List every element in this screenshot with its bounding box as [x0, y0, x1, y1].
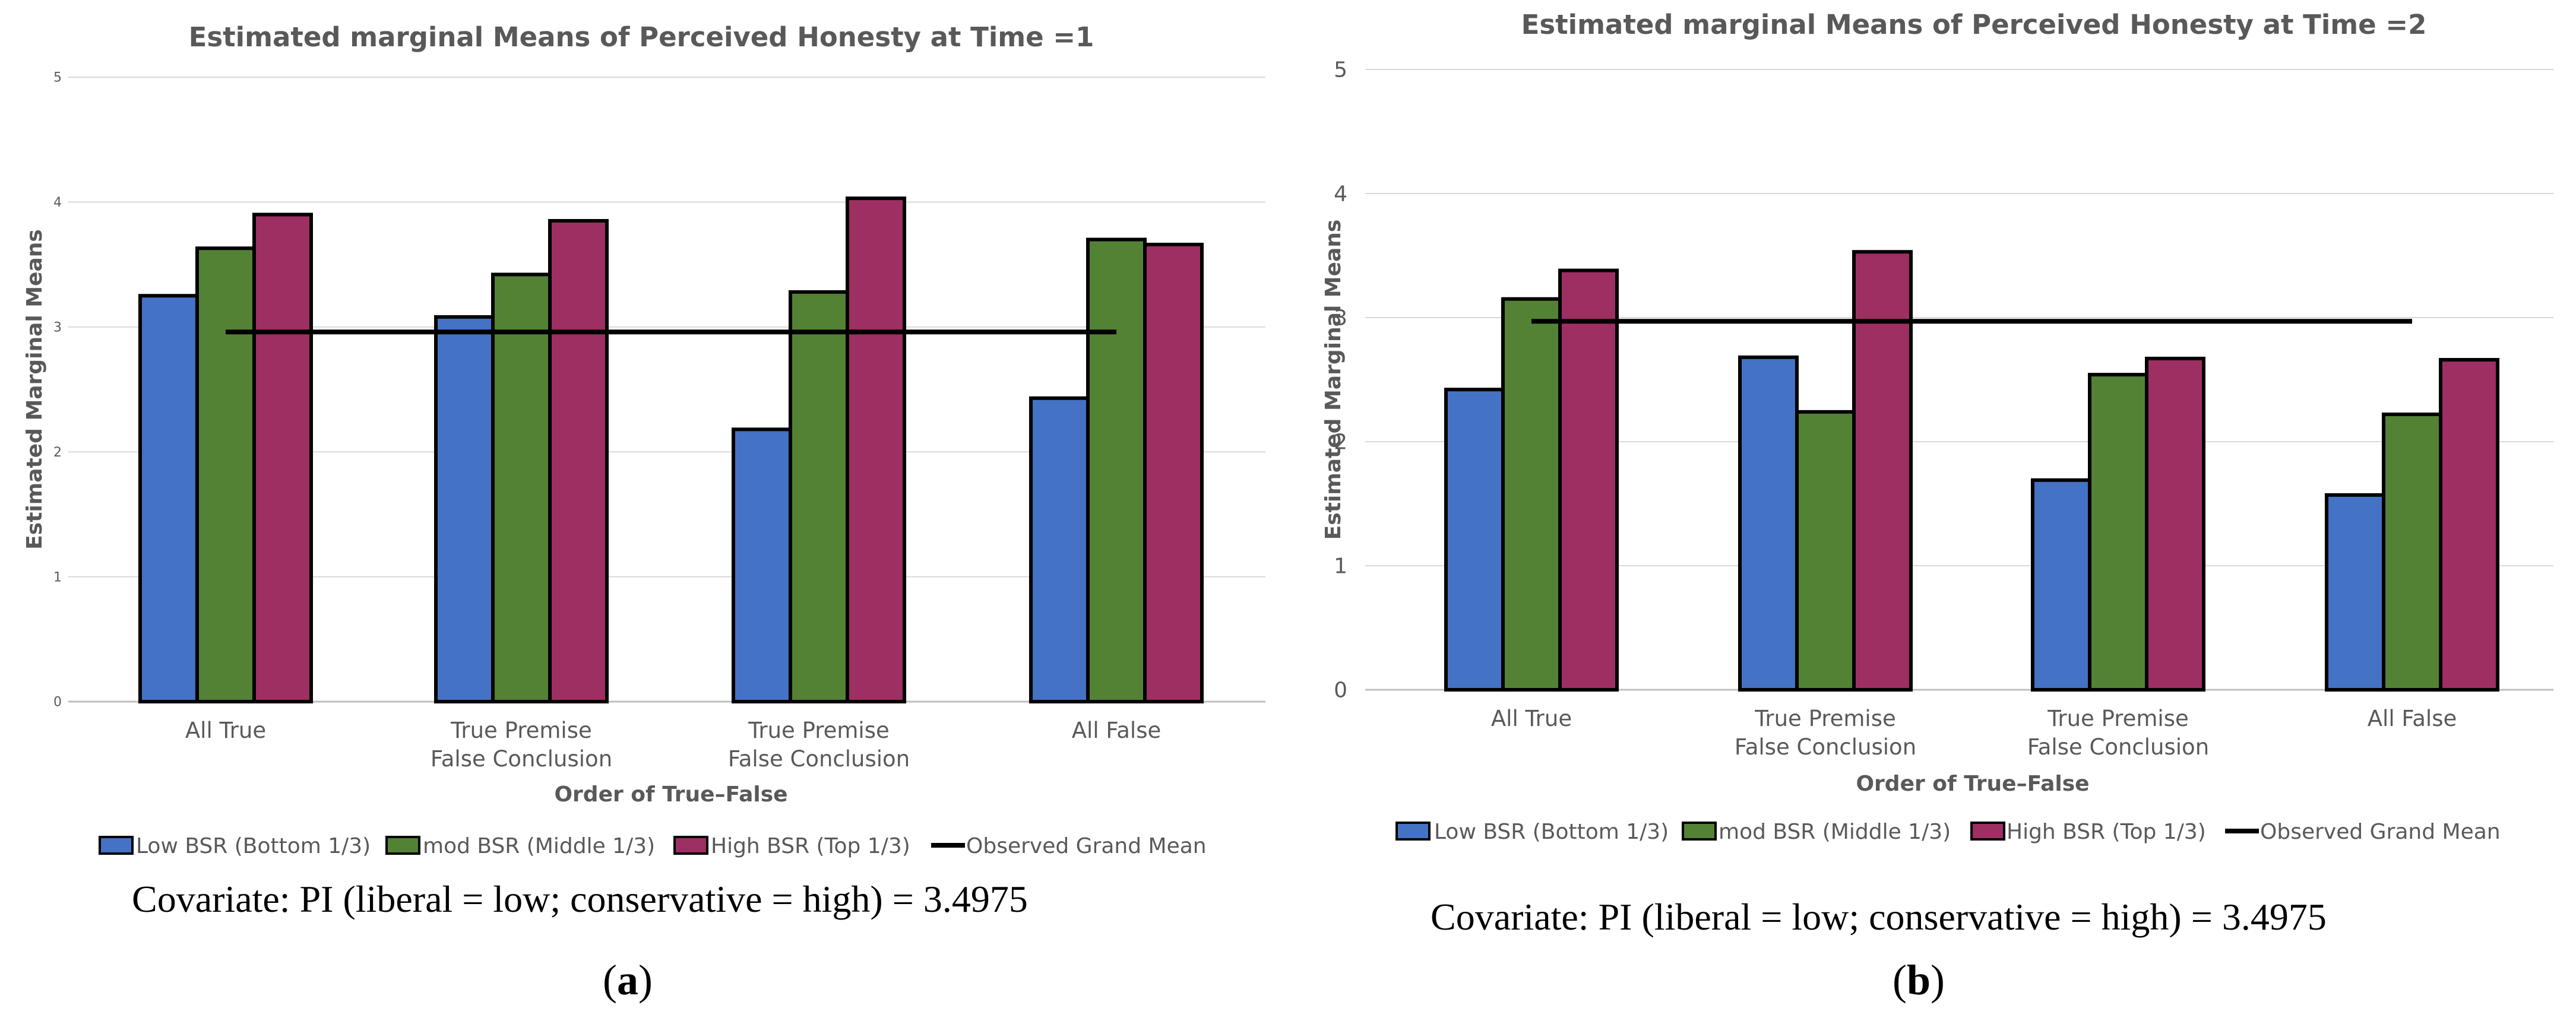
bar	[1444, 388, 1505, 692]
category-label: True Premise	[2047, 706, 2189, 731]
category-label: False Conclusion	[2027, 734, 2209, 760]
legend-swatch	[385, 836, 420, 855]
bar	[1086, 237, 1147, 703]
bar	[2325, 493, 2385, 692]
bar	[2088, 373, 2148, 692]
y-tick-label: 4	[53, 195, 62, 210]
category-label: All True	[185, 718, 266, 743]
panel-letter-b: b	[1906, 956, 1931, 1004]
y-tick-label: 0	[1334, 678, 1347, 703]
legend-swatch	[1682, 822, 1717, 841]
bar	[1852, 250, 1913, 692]
bar	[789, 290, 849, 703]
bar	[2031, 478, 2091, 692]
bar	[548, 218, 609, 703]
category-label: True Premise	[450, 718, 592, 743]
legend-label: High BSR (Top 1/3)	[2007, 820, 2206, 844]
bar	[491, 272, 552, 703]
chart-panel-a: Estimated marginal Means of Perceived Ho…	[23, 21, 1265, 1004]
y-tick-label: 3	[53, 321, 62, 335]
category-label: False Conclusion	[1735, 734, 1916, 760]
bar	[195, 246, 256, 703]
bar	[1143, 242, 1204, 704]
category-label: False Conclusion	[431, 746, 612, 772]
legend-label: Observed Grand Mean	[966, 834, 1207, 858]
y-tick-label: 4	[1334, 182, 1347, 207]
y-tick-label: 1	[1334, 554, 1347, 579]
bar	[1738, 355, 1799, 692]
legend-swatch	[673, 836, 708, 855]
y-tick-label: 2	[1334, 430, 1347, 455]
bar	[2439, 358, 2499, 692]
bar	[2382, 413, 2442, 692]
category-label: All False	[1072, 718, 1162, 743]
y-axis-title: Estimated Marginal Means	[23, 229, 47, 550]
chart-b-svg: Estimated marginal Means of Perceived Ho…	[1321, 9, 2553, 844]
legend-label: Low BSR (Bottom 1/3)	[1434, 820, 1669, 844]
y-tick-label: 5	[53, 71, 62, 85]
x-axis-title: Order of True–False	[1856, 772, 2089, 796]
bar	[846, 196, 906, 703]
category-label: True Premise	[748, 718, 890, 743]
bar	[252, 213, 313, 703]
category-label: All False	[2368, 706, 2457, 731]
y-tick-label: 2	[53, 445, 62, 460]
covariate-note-b: Covariate: PI (liberal = low; conservati…	[1431, 896, 2327, 938]
chart-panel-b: Estimated marginal Means of Perceived Ho…	[1288, 0, 2576, 1021]
legend-label: Observed Grand Mean	[2260, 820, 2501, 844]
legend-label: Low BSR (Bottom 1/3)	[136, 834, 371, 858]
bar	[1029, 396, 1090, 704]
chart-a-svg: Estimated marginal Means of Perceived Ho…	[23, 21, 1265, 858]
legend-swatch	[1970, 822, 2005, 841]
bar	[1558, 268, 1619, 692]
panel-label-b: (b)	[1893, 956, 1945, 1004]
chart-title: Estimated marginal Means of Perceived Ho…	[1521, 9, 2427, 40]
bar	[434, 315, 495, 703]
legend-swatch	[1395, 822, 1431, 841]
legend-label: High BSR (Top 1/3)	[711, 834, 910, 858]
category-label: True Premise	[1754, 706, 1896, 731]
y-tick-label: 3	[1334, 306, 1347, 331]
chart-title: Estimated marginal Means of Perceived Ho…	[189, 21, 1094, 53]
bar	[2145, 356, 2205, 692]
panel-label-a: (a)	[603, 956, 653, 1004]
covariate-note-a: Covariate: PI (liberal = low; conservati…	[132, 878, 1028, 920]
category-label: False Conclusion	[728, 746, 910, 772]
bar	[732, 427, 792, 703]
y-axis-title: Estimated Marginal Means	[1321, 220, 1346, 540]
y-tick-label: 1	[53, 570, 62, 585]
x-axis-title: Order of True–False	[554, 782, 787, 807]
legend-label: mod BSR (Middle 1/3)	[423, 834, 655, 858]
bar	[1795, 410, 1856, 692]
panel-letter-a: a	[616, 956, 638, 1004]
bar	[1501, 297, 1562, 692]
y-tick-label: 5	[1334, 58, 1347, 83]
legend-swatch	[99, 836, 134, 855]
bar	[138, 294, 199, 703]
y-tick-label: 0	[53, 695, 62, 710]
category-label: All True	[1491, 706, 1572, 731]
legend-label: mod BSR (Middle 1/3)	[1719, 820, 1951, 844]
